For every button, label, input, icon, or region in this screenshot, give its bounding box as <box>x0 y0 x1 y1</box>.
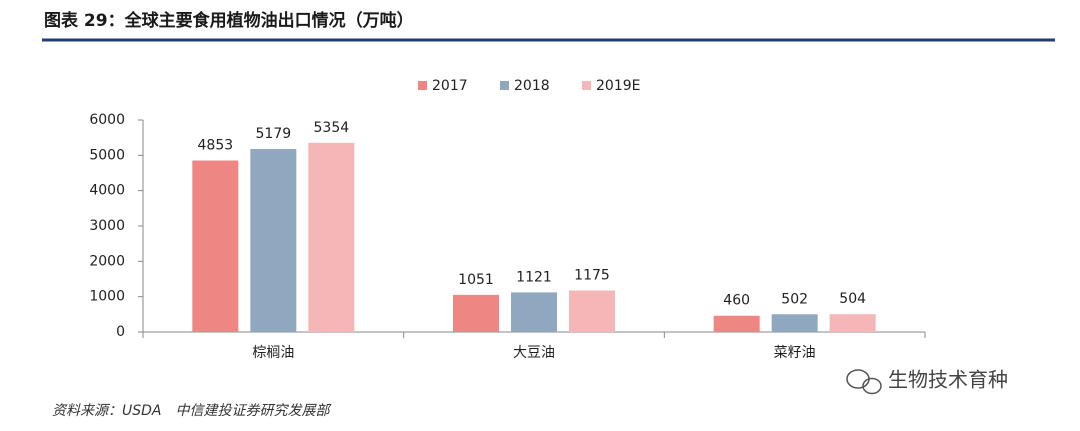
bar <box>453 294 499 332</box>
value-label: 5179 <box>256 126 292 142</box>
legend-label: 2018 <box>514 78 550 94</box>
x-tick-label: 大豆油 <box>513 345 555 361</box>
y-tick-label: 2000 <box>89 253 125 269</box>
bar <box>250 149 297 332</box>
y-tick-label: 1000 <box>89 289 125 305</box>
value-label: 1121 <box>516 269 552 285</box>
value-label: 5354 <box>314 120 350 136</box>
watermark-icon <box>846 369 882 395</box>
value-label: 504 <box>839 291 866 307</box>
legend-label: 2017 <box>432 78 468 94</box>
value-label: 502 <box>781 291 808 307</box>
value-label: 1175 <box>574 267 610 283</box>
y-tick-label: 0 <box>116 324 125 340</box>
source: 资料来源：USDA 中信建投证券研究发展部 <box>52 403 331 419</box>
legend-swatch <box>582 81 591 90</box>
y-tick-label: 6000 <box>89 112 125 128</box>
bar <box>192 160 239 332</box>
bar <box>829 314 876 332</box>
bar <box>308 142 355 332</box>
legend-label: 2019E <box>596 78 640 94</box>
value-label: 1051 <box>458 272 494 288</box>
bar <box>771 314 818 332</box>
value-label: 4853 <box>198 138 234 154</box>
bar <box>569 290 615 332</box>
value-label: 460 <box>723 293 750 309</box>
y-tick-label: 5000 <box>89 147 125 163</box>
chart-title: 图表 29：全球主要食用植物油出口情况（万吨） <box>44 10 414 31</box>
x-tick-label: 菜籽油 <box>774 345 816 361</box>
bar <box>511 292 557 332</box>
legend-swatch <box>418 81 427 90</box>
x-tick-label: 棕榈油 <box>252 345 294 361</box>
y-tick-label: 4000 <box>89 183 125 199</box>
bar <box>713 315 760 332</box>
watermark: 生物技术育种 <box>888 368 1008 392</box>
legend-swatch <box>500 81 509 90</box>
y-tick-label: 3000 <box>89 218 125 234</box>
